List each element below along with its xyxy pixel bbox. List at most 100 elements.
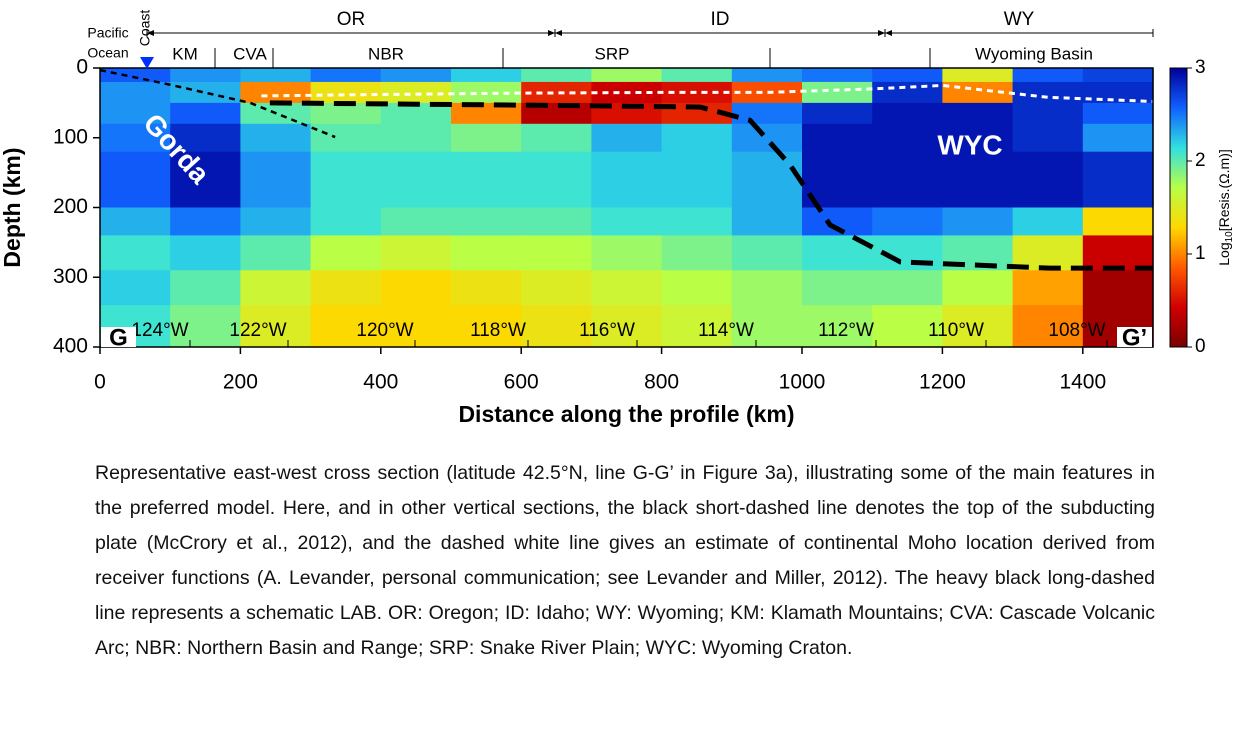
cell (100, 81, 171, 104)
cell (591, 207, 663, 236)
cell (451, 235, 522, 271)
x-tick-label: 200 (223, 371, 258, 394)
cell (521, 207, 592, 236)
cell (100, 68, 171, 83)
colorbar-label: Log10[Resis.(Ω.m)] (1216, 149, 1235, 266)
cell (872, 151, 943, 209)
y-tick-label: 200 (53, 195, 88, 218)
cell (942, 68, 1014, 83)
cell (310, 270, 382, 306)
cell (661, 207, 733, 236)
cell (802, 207, 873, 236)
cell (521, 68, 592, 83)
state-label: WY (1004, 9, 1035, 30)
cell (521, 81, 592, 104)
cell (1082, 68, 1154, 83)
x-tick-label: 1400 (1059, 371, 1106, 394)
cell (731, 235, 803, 271)
feature-label: WYC (937, 129, 1002, 160)
longitude-label: 118°W (470, 320, 526, 341)
cell (380, 207, 452, 236)
cell (1012, 102, 1084, 125)
y-axis-label: Depth (km) (0, 147, 25, 267)
cell (310, 305, 382, 348)
cell (942, 207, 1014, 236)
cell (170, 235, 241, 271)
cell (1012, 305, 1084, 348)
cell (521, 102, 592, 125)
cell (661, 123, 733, 153)
x-tick-label: 1000 (779, 371, 826, 394)
cell (451, 123, 522, 153)
cell (240, 235, 312, 271)
state-label: OR (337, 9, 366, 30)
cell (802, 123, 873, 153)
cell (451, 305, 522, 348)
cell (170, 81, 241, 104)
colorbar-label-part: [Resis.(Ω.m)] (1216, 149, 1232, 231)
region-label: Wyoming Basin (975, 44, 1093, 63)
cell (240, 207, 312, 236)
cell (872, 207, 943, 236)
cell (1082, 123, 1154, 153)
cell (731, 81, 803, 104)
ocean-label: Pacific (87, 25, 128, 41)
cell (380, 270, 452, 306)
colorbar (1169, 67, 1188, 348)
cell (942, 305, 1014, 348)
cell (942, 270, 1014, 306)
cell (1082, 235, 1154, 271)
y-tick-label: 0 (76, 56, 88, 79)
colorbar-tick-label: 3 (1195, 57, 1206, 78)
cell (661, 235, 733, 271)
cell (1082, 151, 1154, 209)
cell (802, 81, 873, 104)
cell (802, 102, 873, 125)
cell (661, 305, 733, 348)
region-label: KM (172, 44, 198, 63)
coast-marker (140, 57, 154, 69)
cell (1012, 81, 1084, 104)
cell (310, 102, 382, 125)
profile-end-box (101, 327, 136, 347)
profile-line (99, 68, 336, 139)
cell (451, 270, 522, 306)
cell (731, 270, 803, 306)
cell (310, 207, 382, 236)
cell (170, 102, 241, 125)
x-axis-label: Distance along the profile (km) (458, 401, 794, 427)
cell (521, 151, 592, 209)
y-tick-label: 300 (53, 265, 88, 288)
cell (451, 151, 522, 209)
arrow-head (878, 30, 892, 36)
ocean-label: Ocean (87, 45, 128, 61)
profile-end-label: G’ (1122, 324, 1147, 351)
cell (731, 151, 803, 209)
cell (310, 151, 382, 209)
cell (240, 270, 312, 306)
cell (872, 102, 943, 125)
longitude-label: 112°W (818, 320, 874, 341)
x-tick-label: 1200 (919, 371, 966, 394)
cell (451, 207, 522, 236)
x-tick-label: 800 (644, 371, 679, 394)
cell (100, 102, 171, 125)
cell (100, 235, 171, 271)
cell (170, 305, 241, 348)
cell (170, 207, 241, 236)
cell (451, 102, 522, 125)
cell (100, 207, 171, 236)
cell (872, 123, 943, 153)
cell (380, 235, 452, 271)
cell (802, 305, 873, 348)
cell (731, 68, 803, 83)
colorbar-tick-label: 1 (1195, 243, 1206, 264)
cell (521, 305, 592, 348)
cell (731, 123, 803, 153)
cell (731, 207, 803, 236)
cell (872, 270, 943, 306)
cell (170, 68, 241, 83)
cell (380, 305, 452, 348)
arrow-head (147, 30, 154, 36)
